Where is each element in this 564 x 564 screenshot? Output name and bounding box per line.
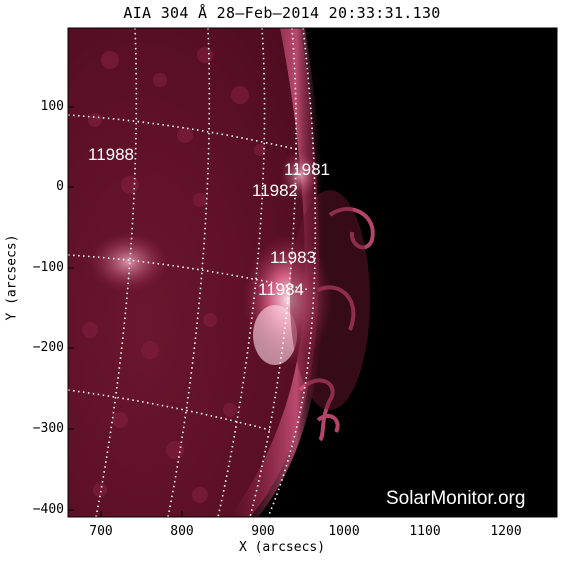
x-tick-label: 900 bbox=[251, 524, 275, 539]
region-label-11981: 11981 bbox=[284, 160, 330, 179]
off-limb-glow bbox=[290, 190, 370, 410]
y-tick-label: −200 bbox=[32, 340, 64, 355]
y-tick-label: 100 bbox=[40, 99, 64, 114]
active-region-left bbox=[88, 232, 168, 292]
region-label-11982: 11982 bbox=[252, 181, 298, 200]
watermark: SolarMonitor.org bbox=[386, 488, 525, 509]
plot-frame bbox=[67, 27, 558, 518]
plage-11981 bbox=[280, 150, 320, 200]
latitude-line bbox=[68, 114, 301, 151]
y-tick-label: 0 bbox=[56, 179, 64, 194]
heliographic-grid bbox=[68, 28, 317, 517]
longitude-line bbox=[217, 28, 266, 517]
longitude-line bbox=[95, 28, 138, 517]
y-tick-label: −400 bbox=[32, 502, 64, 517]
latitude-line bbox=[68, 254, 311, 291]
x-tick-label: 1000 bbox=[328, 524, 360, 539]
active-region-bright-core bbox=[253, 305, 297, 365]
y-tick-label: −300 bbox=[32, 421, 64, 436]
region-label-11983: 11983 bbox=[270, 248, 316, 267]
y-axis-label: Y (arcsecs) bbox=[4, 234, 20, 321]
region-label-11984: 11984 bbox=[258, 280, 304, 299]
x-tick-label: 1200 bbox=[490, 524, 522, 539]
longitude-line bbox=[167, 28, 211, 517]
image-title: AIA 304 Å 28–Feb–2014 20:33:31.130 bbox=[123, 4, 441, 22]
y-tick-label: −100 bbox=[32, 260, 64, 275]
x-tick-label: 1100 bbox=[409, 524, 441, 539]
axis-ticks bbox=[68, 106, 507, 517]
region-label-11988: 11988 bbox=[88, 145, 134, 164]
chromospheric-network bbox=[82, 47, 266, 503]
latitude-line bbox=[68, 389, 271, 431]
x-tick-label: 800 bbox=[170, 524, 194, 539]
x-tick-label: 700 bbox=[89, 524, 113, 539]
x-axis-label: X (arcsecs) bbox=[238, 540, 326, 555]
